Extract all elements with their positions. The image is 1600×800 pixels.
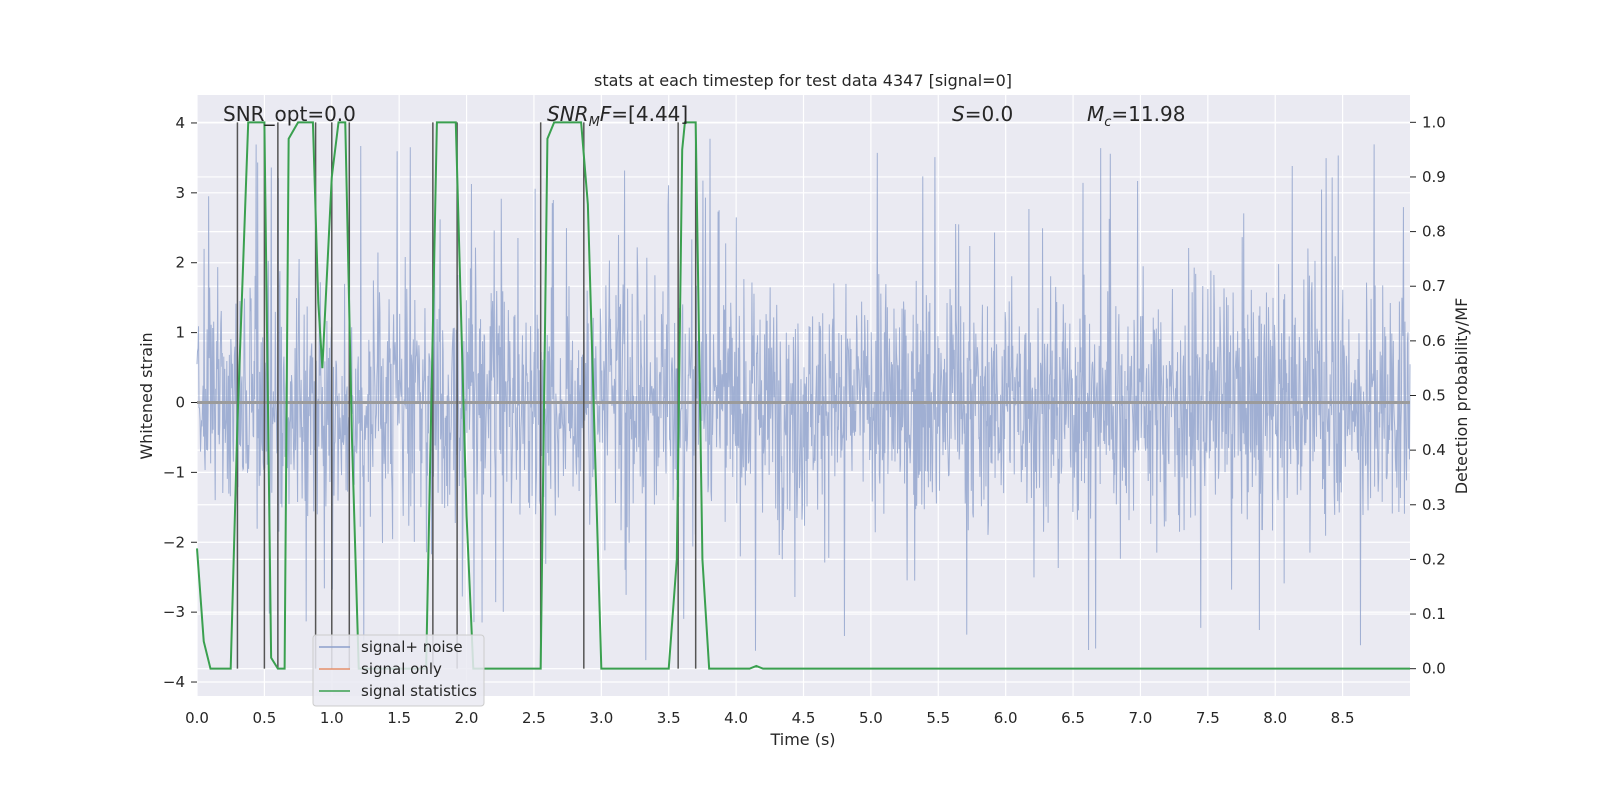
y2-tick-label: 0.8 xyxy=(1422,223,1446,241)
s-annotation: S=0.0 xyxy=(952,102,1013,126)
y-tick-label: 0 xyxy=(175,393,185,411)
x-tick-label: 5.0 xyxy=(859,709,883,727)
x-tick-label: 2.5 xyxy=(522,709,546,727)
y-tick-label: −2 xyxy=(163,533,185,551)
y2-tick-label: 0.1 xyxy=(1422,605,1446,623)
y2-axis-ticks: 0.0 0.1 0.2 0.3 0.4 0.5 0.6 0.7 0.8 0.9 1.0 xyxy=(1410,113,1446,678)
x-tick-label: 3.5 xyxy=(657,709,681,727)
x-tick-label: 3.0 xyxy=(589,709,613,727)
x-tick-label: 4.0 xyxy=(724,709,748,727)
x-tick-label: 7.0 xyxy=(1129,709,1153,727)
y-tick-label: −1 xyxy=(163,463,185,481)
legend-label-signal-only: signal only xyxy=(361,660,442,678)
x-tick-label: 2.0 xyxy=(455,709,479,727)
legend: signal+ noise signal only signal statist… xyxy=(312,634,485,707)
x-tick-label: 7.5 xyxy=(1196,709,1220,727)
snr-mf-annotation: SNRMF=[4.44] xyxy=(547,102,688,130)
legend-box xyxy=(312,634,485,707)
x-tick-label: 1.5 xyxy=(387,709,411,727)
y-tick-label: −4 xyxy=(163,673,185,691)
x-tick-label: 6.5 xyxy=(1061,709,1085,727)
vertical-markers xyxy=(236,122,697,669)
x-tick-label: 0.5 xyxy=(252,709,276,727)
y-tick-label: 2 xyxy=(175,254,185,272)
y2-tick-label: 0.3 xyxy=(1422,496,1446,514)
signal-statistics-line xyxy=(196,121,1410,670)
y2-tick-label: 0.9 xyxy=(1422,168,1446,186)
y-axis-label: Whitened strain xyxy=(137,332,156,459)
y2-tick-label: 0.7 xyxy=(1422,277,1446,295)
y-axis-ticks: −4 −3 −2 −1 0 1 2 3 4 xyxy=(163,114,197,691)
mc-annotation: Mc=11.98 xyxy=(1087,102,1185,130)
y2-axis-label: Detection probability/MF xyxy=(1452,298,1471,495)
x-tick-label: 4.5 xyxy=(792,709,816,727)
x-axis-ticks: 0.0 0.5 1.0 1.5 2.0 2.5 3.0 3.5 4.0 4.5 5.0 5.5 6.0 6… xyxy=(185,709,1354,727)
y2-tick-label: 0.2 xyxy=(1422,550,1446,568)
y-tick-label: 3 xyxy=(175,184,185,202)
y2-tick-label: 0.5 xyxy=(1422,387,1446,405)
x-axis-label: Time (s) xyxy=(769,730,835,749)
x-tick-label: 1.0 xyxy=(320,709,344,727)
y2-tick-label: 0.6 xyxy=(1422,332,1446,350)
y-tick-label: 1 xyxy=(175,324,185,342)
snr-opt-annotation: SNR_opt=0.0 xyxy=(223,102,356,126)
x-tick-label: 8.5 xyxy=(1331,709,1355,727)
legend-label-signal-noise: signal+ noise xyxy=(361,638,463,656)
noise-polyline xyxy=(196,138,1411,661)
legend-label-signal-statistics: signal statistics xyxy=(361,682,477,700)
x-tick-label: 6.0 xyxy=(994,709,1018,727)
chart-title: stats at each timestep for test data 434… xyxy=(594,71,1012,90)
y2-tick-label: 0.0 xyxy=(1422,660,1446,678)
x-tick-label: 8.0 xyxy=(1263,709,1287,727)
x-tick-label: 5.5 xyxy=(926,709,950,727)
x-tick-label: 0.0 xyxy=(185,709,209,727)
y2-tick-label: 1.0 xyxy=(1422,113,1446,131)
y-tick-label: −3 xyxy=(163,603,185,621)
noise-trace xyxy=(196,138,1411,661)
y2-tick-label: 0.4 xyxy=(1422,441,1446,459)
y-tick-label: 4 xyxy=(175,114,185,132)
